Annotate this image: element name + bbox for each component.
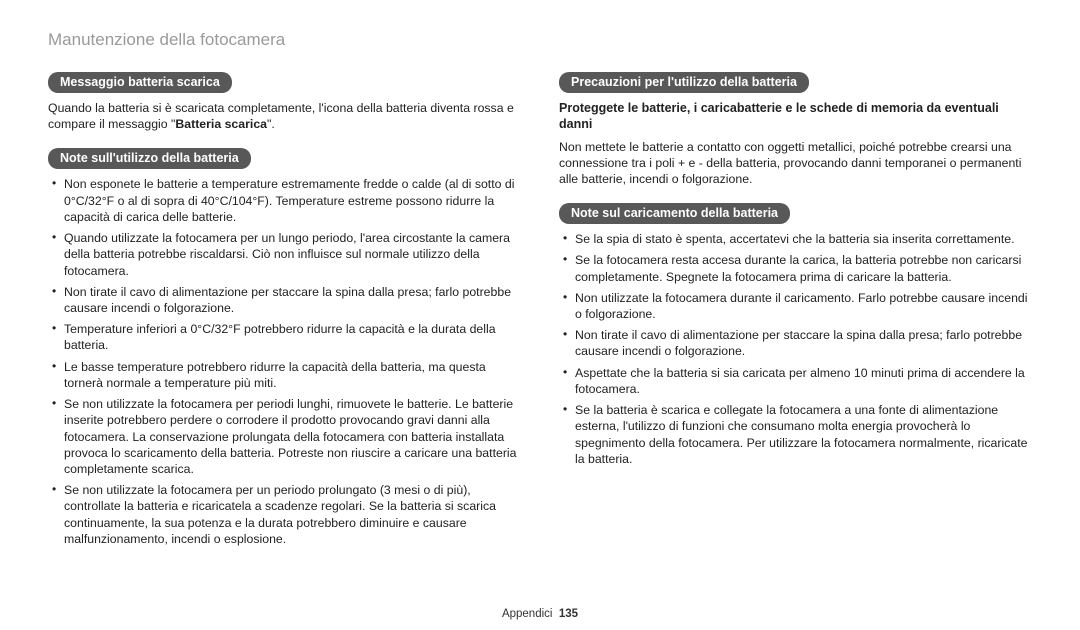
list-item: Se non utilizzate la fotocamera per un p… xyxy=(64,482,521,547)
page-footer: Appendici 135 xyxy=(48,602,1032,630)
list-item: Aspettate che la batteria si sia caricat… xyxy=(575,365,1032,397)
left-column: Messaggio batteria scarica Quando la bat… xyxy=(48,72,521,602)
page-number: 135 xyxy=(559,608,578,620)
list-item: Quando utilizzate la fotocamera per un l… xyxy=(64,230,521,279)
heading-precautions: Precauzioni per l'utilizzo della batteri… xyxy=(559,72,809,93)
list-item: Se la batteria è scarica e collegate la … xyxy=(575,402,1032,467)
page-title: Manutenzione della fotocamera xyxy=(48,30,1032,50)
list-item: Se non utilizzate la fotocamera per peri… xyxy=(64,396,521,477)
list-item: Non utilizzate la fotocamera durante il … xyxy=(575,290,1032,322)
charging-notes-list: Se la spia di stato è spenta, accertatev… xyxy=(559,231,1032,467)
footer-label: Appendici xyxy=(502,608,553,620)
list-item: Se la fotocamera resta accesa durante la… xyxy=(575,252,1032,284)
list-item: Le basse temperature potrebbero ridurre … xyxy=(64,359,521,391)
precautions-paragraph: Non mettete le batterie a contatto con o… xyxy=(559,139,1032,188)
text: Quando la batteria si è scaricata comple… xyxy=(48,101,514,131)
columns: Messaggio batteria scarica Quando la bat… xyxy=(48,72,1032,602)
heading-battery-notes: Note sull'utilizzo della batteria xyxy=(48,148,251,169)
low-battery-paragraph: Quando la batteria si è scaricata comple… xyxy=(48,100,521,132)
text: ". xyxy=(267,117,275,131)
page: Manutenzione della fotocamera Messaggio … xyxy=(0,0,1080,630)
list-item: Non tirate il cavo di alimentazione per … xyxy=(575,327,1032,359)
list-item: Non tirate il cavo di alimentazione per … xyxy=(64,284,521,316)
bold-text: Batteria scarica xyxy=(175,117,267,131)
right-column: Precauzioni per l'utilizzo della batteri… xyxy=(559,72,1032,602)
list-item: Non esponete le batterie a temperature e… xyxy=(64,176,521,225)
battery-notes-list: Non esponete le batterie a temperature e… xyxy=(48,176,521,547)
list-item: Se la spia di stato è spenta, accertatev… xyxy=(575,231,1032,247)
list-item: Temperature inferiori a 0°C/32°F potrebb… xyxy=(64,321,521,353)
heading-charging-notes: Note sul caricamento della batteria xyxy=(559,203,790,224)
precautions-subhead: Proteggete le batterie, i caricabatterie… xyxy=(559,100,1032,133)
heading-low-battery: Messaggio batteria scarica xyxy=(48,72,232,93)
